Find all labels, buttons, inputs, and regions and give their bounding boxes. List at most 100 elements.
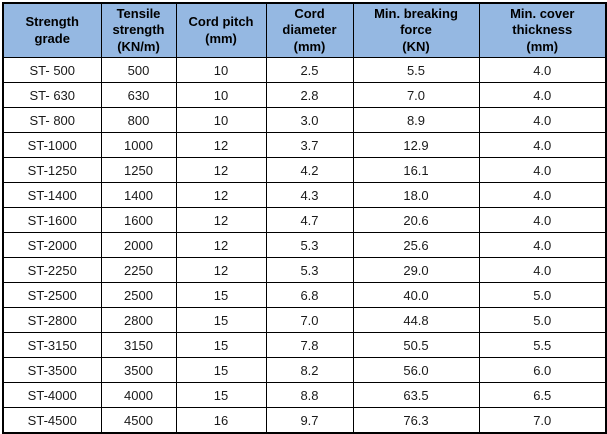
table-cell: 56.0 <box>352 357 480 383</box>
table-cell: 4.2 <box>265 157 354 183</box>
table-cell: 76.3 <box>352 407 480 434</box>
table-cell: 630 <box>100 82 177 108</box>
header-row: Strength grade Tensile strength (KN/m) C… <box>2 2 607 58</box>
table-row: ST-2000 2000 12 5.3 25.6 4.0 <box>2 232 607 258</box>
table-cell: 15 <box>175 307 267 333</box>
table-cell: 10 <box>175 82 267 108</box>
table-cell: ST-2500 <box>2 282 102 308</box>
header-cell-tensile-strength: Tensile strength (KN/m) <box>100 2 177 58</box>
table-cell: 8.2 <box>265 357 354 383</box>
table-cell: 8.9 <box>352 107 480 133</box>
table-cell: 5.0 <box>478 282 607 308</box>
table-cell: 63.5 <box>352 382 480 408</box>
table-cell: 4500 <box>100 407 177 434</box>
table-cell: 4.0 <box>478 107 607 133</box>
table-cell: 4.0 <box>478 257 607 283</box>
table-cell: 4.0 <box>478 57 607 83</box>
table-cell: 7.0 <box>352 82 480 108</box>
header-cell-cord-diameter: Cord diameter (mm) <box>265 2 354 58</box>
table-cell: 15 <box>175 357 267 383</box>
header-cell-min-cover-thickness: Min. cover thickness (mm) <box>478 2 607 58</box>
table-cell: 6.8 <box>265 282 354 308</box>
table-cell: 10 <box>175 57 267 83</box>
table-cell: ST-3500 <box>2 357 102 383</box>
table-cell: 12 <box>175 232 267 258</box>
table-cell: 44.8 <box>352 307 480 333</box>
table-cell: 12 <box>175 182 267 208</box>
table-cell: 1400 <box>100 182 177 208</box>
table-row: ST-3500 3500 15 8.2 56.0 6.0 <box>2 357 607 383</box>
table-cell: 7.0 <box>265 307 354 333</box>
table-row: ST-4500 4500 16 9.7 76.3 7.0 <box>2 407 607 434</box>
table-cell: 6.0 <box>478 357 607 383</box>
table-cell: 1000 <box>100 132 177 158</box>
header-cell-min-breaking-force: Min. breaking force (KN) <box>352 2 480 58</box>
table-cell: ST- 800 <box>2 107 102 133</box>
table-row: ST-2250 2250 12 5.3 29.0 4.0 <box>2 257 607 283</box>
table-cell: 4.0 <box>478 207 607 233</box>
table-cell: 4000 <box>100 382 177 408</box>
table-cell: 4.3 <box>265 182 354 208</box>
table-cell: 40.0 <box>352 282 480 308</box>
table-cell: 16.1 <box>352 157 480 183</box>
table-cell: ST-2250 <box>2 257 102 283</box>
table-row: ST-1250 1250 12 4.2 16.1 4.0 <box>2 157 607 183</box>
table-row: ST-2500 2500 15 6.8 40.0 5.0 <box>2 282 607 308</box>
table-cell: 12 <box>175 157 267 183</box>
table-cell: 4.0 <box>478 82 607 108</box>
table-cell: 5.5 <box>352 57 480 83</box>
table-cell: 20.6 <box>352 207 480 233</box>
table-body: ST- 500 500 10 2.5 5.5 4.0 ST- 630 630 10 2.8 7.0 4… <box>2 57 607 434</box>
table-cell: 5.5 <box>478 332 607 358</box>
table-cell: 3500 <box>100 357 177 383</box>
table-cell: 2250 <box>100 257 177 283</box>
table-cell: 12 <box>175 132 267 158</box>
table-cell: 2800 <box>100 307 177 333</box>
table-cell: ST-1400 <box>2 182 102 208</box>
table-cell: ST-2800 <box>2 307 102 333</box>
table-row: ST-1600 1600 12 4.7 20.6 4.0 <box>2 207 607 233</box>
table-cell: 9.7 <box>265 407 354 434</box>
table-cell: 50.5 <box>352 332 480 358</box>
table-cell: 18.0 <box>352 182 480 208</box>
table-cell: ST-2000 <box>2 232 102 258</box>
table-row: ST-2800 2800 15 7.0 44.8 5.0 <box>2 307 607 333</box>
table-cell: 3.0 <box>265 107 354 133</box>
header-cell-strength-grade: Strength grade <box>2 2 102 58</box>
table-cell: 500 <box>100 57 177 83</box>
table-cell: 16 <box>175 407 267 434</box>
table-cell: 25.6 <box>352 232 480 258</box>
table-row: ST- 630 630 10 2.8 7.0 4.0 <box>2 82 607 108</box>
table-cell: 7.8 <box>265 332 354 358</box>
table-cell: 12 <box>175 257 267 283</box>
table-cell: 3150 <box>100 332 177 358</box>
table-cell: 4.0 <box>478 132 607 158</box>
table-cell: 2.8 <box>265 82 354 108</box>
table-cell: ST-4000 <box>2 382 102 408</box>
table-cell: 15 <box>175 382 267 408</box>
table-row: ST-4000 4000 15 8.8 63.5 6.5 <box>2 382 607 408</box>
table-cell: 800 <box>100 107 177 133</box>
table-cell: 15 <box>175 332 267 358</box>
table-cell: 12 <box>175 207 267 233</box>
table-cell: 5.3 <box>265 257 354 283</box>
header-cell-cord-pitch: Cord pitch (mm) <box>175 2 267 58</box>
table-cell: 1250 <box>100 157 177 183</box>
table-cell: 7.0 <box>478 407 607 434</box>
table-row: ST- 800 800 10 3.0 8.9 4.0 <box>2 107 607 133</box>
table-cell: 3.7 <box>265 132 354 158</box>
table-cell: 4.0 <box>478 232 607 258</box>
table-cell: 10 <box>175 107 267 133</box>
table-cell: 4.0 <box>478 157 607 183</box>
table-cell: ST-1600 <box>2 207 102 233</box>
table-cell: 1600 <box>100 207 177 233</box>
table-cell: 4.7 <box>265 207 354 233</box>
table-cell: ST-1000 <box>2 132 102 158</box>
table-cell: 12.9 <box>352 132 480 158</box>
table-cell: 29.0 <box>352 257 480 283</box>
table-row: ST-1400 1400 12 4.3 18.0 4.0 <box>2 182 607 208</box>
table-cell: ST- 500 <box>2 57 102 83</box>
table-cell: 2500 <box>100 282 177 308</box>
